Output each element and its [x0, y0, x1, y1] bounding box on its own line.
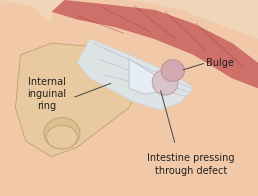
Polygon shape: [129, 0, 258, 196]
Ellipse shape: [44, 118, 80, 149]
Polygon shape: [0, 0, 83, 196]
Ellipse shape: [152, 70, 178, 95]
Polygon shape: [52, 0, 258, 88]
Polygon shape: [15, 43, 142, 157]
Text: Bulge: Bulge: [206, 58, 234, 68]
Text: Intestine pressing
through defect: Intestine pressing through defect: [147, 153, 235, 176]
Ellipse shape: [161, 60, 184, 81]
Polygon shape: [77, 39, 194, 110]
Polygon shape: [52, 0, 129, 196]
Polygon shape: [129, 59, 170, 94]
Text: Internal
inguinal
ring: Internal inguinal ring: [27, 77, 66, 112]
Circle shape: [46, 125, 77, 149]
